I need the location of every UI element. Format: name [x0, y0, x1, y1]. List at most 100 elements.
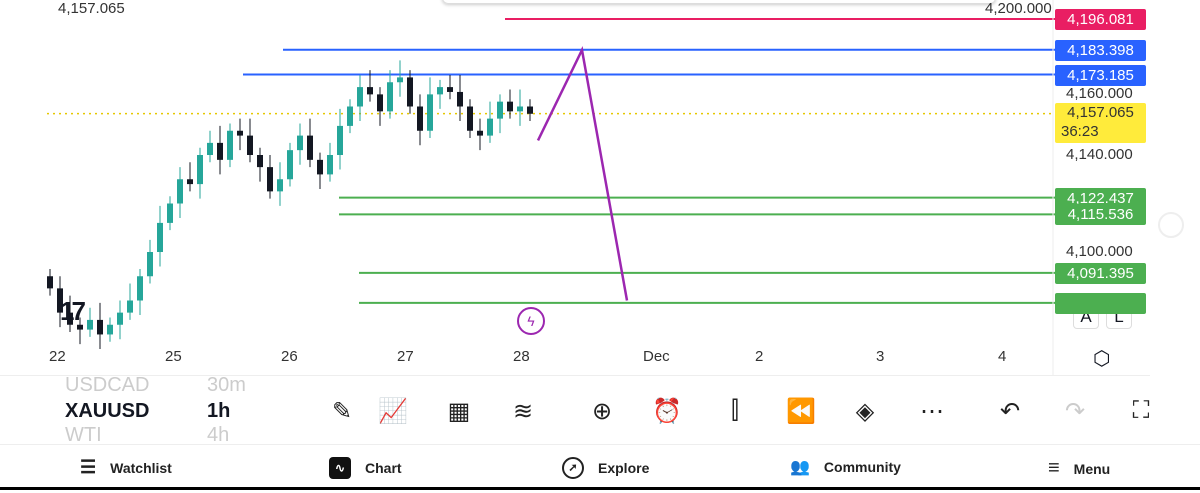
redo-button[interactable]: ↷ — [1064, 397, 1086, 425]
community-icon: 👥 — [790, 459, 810, 476]
settings-icon[interactable]: ⬡ — [1093, 348, 1111, 370]
candle-body — [247, 135, 253, 155]
price-tick: 4,160.000 — [1066, 85, 1133, 102]
tv-logo: 17 — [60, 296, 86, 326]
date-tick: 25 — [165, 348, 182, 365]
date-tick: 2 — [755, 348, 764, 365]
price-chart[interactable] — [0, 0, 1150, 375]
candle-body — [327, 155, 333, 175]
compare-button[interactable]: ≋ — [512, 397, 534, 425]
current-price-label: 4,157.065 36:23 — [1055, 102, 1146, 143]
candle-body — [97, 319, 103, 335]
date-tick: 4 — [998, 348, 1007, 365]
interval-next[interactable]: 4h — [207, 424, 230, 446]
candle-body — [277, 179, 283, 192]
candle-body — [227, 130, 233, 160]
event-icon[interactable]: ϟ — [517, 307, 545, 335]
level-price-label[interactable]: 4,196.081 — [1055, 9, 1146, 30]
candle-body — [497, 101, 503, 119]
candle-body — [287, 150, 293, 180]
add-button[interactable]: ⊕ — [591, 397, 613, 425]
undo-button[interactable]: ↶ — [999, 397, 1021, 425]
candle-body — [377, 94, 383, 112]
price-tick: 4,140.000 — [1066, 146, 1133, 163]
more-button[interactable]: ⋯ — [920, 397, 944, 425]
symbol-current[interactable]: XAUUSD — [65, 400, 150, 422]
candle-body — [87, 319, 93, 330]
projection-path — [536, 46, 629, 301]
candle-body — [177, 179, 183, 204]
candle-body — [127, 300, 133, 313]
candle-body — [157, 222, 163, 252]
nav-community[interactable]: 👥 Community — [790, 459, 901, 476]
nav-explore[interactable]: ➚ Explore — [562, 457, 649, 479]
level-price-label[interactable] — [1055, 292, 1146, 314]
menu-icon: ≡ — [1048, 457, 1060, 479]
layouts-button[interactable]: ▦ — [447, 397, 471, 425]
bar-style-button[interactable]: ⫿ — [731, 397, 739, 424]
chart-icon: ∿ — [329, 457, 351, 479]
indicators-button[interactable]: 📈 — [378, 397, 408, 425]
candle-body — [437, 87, 443, 95]
interval-prev[interactable]: 30m — [207, 374, 246, 396]
candle-body — [397, 77, 403, 83]
candle-body — [317, 159, 323, 175]
candle-body — [367, 87, 373, 95]
nav-chart[interactable]: ∿ Chart — [329, 457, 402, 479]
symbol-prev[interactable]: USDCAD — [65, 374, 150, 396]
date-tick: 26 — [281, 348, 298, 365]
candle-body — [57, 288, 63, 313]
candle-body — [407, 77, 413, 107]
candle-body — [237, 130, 243, 136]
candle-body — [347, 106, 353, 126]
draw-pencil-button[interactable]: ✎ — [331, 397, 353, 425]
dialog-edge — [442, 0, 996, 4]
candle-body — [467, 106, 473, 131]
candle-body — [487, 118, 493, 136]
symbol-next[interactable]: WTI — [65, 424, 102, 446]
level-price-label[interactable]: 4,115.536 — [1055, 204, 1146, 226]
candle-body — [107, 324, 113, 335]
level-price-label[interactable]: 4,183.398 — [1055, 39, 1146, 61]
nav-menu[interactable]: ≡ Menu — [1048, 457, 1111, 479]
candle-body — [297, 135, 303, 151]
side-scroll-icon[interactable] — [1158, 212, 1184, 238]
interval-current[interactable]: 1h — [207, 400, 231, 422]
candle-body — [307, 135, 313, 160]
candle-body — [417, 106, 423, 131]
candle-body — [167, 203, 173, 223]
top-cut-label: 4,157.065 — [58, 0, 125, 17]
date-tick: 27 — [397, 348, 414, 365]
candle-body — [117, 312, 123, 325]
level-price-label[interactable]: 4,091.395 — [1055, 262, 1146, 284]
current-price: 4,157.065 — [1067, 103, 1134, 121]
date-tick: Dec — [643, 348, 670, 365]
price-tick: 4,100.000 — [1066, 243, 1133, 260]
alert-button[interactable]: ⏰ — [652, 397, 682, 425]
candle-body — [137, 276, 143, 301]
candle-body — [267, 167, 273, 192]
layers-button[interactable]: ◈ — [855, 397, 875, 425]
bottom-nav: ☰ Watchlist ∿ Chart ➚ Explore 👥 Community ≡ M… — [0, 444, 1200, 490]
candle-body — [447, 87, 453, 92]
candle-body — [517, 106, 523, 112]
candle-body — [257, 155, 263, 168]
watchlist-icon: ☰ — [80, 457, 97, 477]
candle-body — [197, 155, 203, 185]
candle-body — [77, 324, 83, 330]
replay-button[interactable]: ⏪ — [786, 397, 816, 425]
candle-body — [207, 142, 213, 155]
nav-watchlist[interactable]: ☰ Watchlist — [80, 457, 172, 477]
candle-body — [67, 312, 73, 325]
candle-body — [217, 142, 223, 160]
bar-countdown: 36:23 — [1061, 122, 1099, 140]
candle-body — [337, 125, 343, 155]
candle-body — [507, 101, 513, 112]
level-price-label[interactable]: 4,122.437 — [1055, 187, 1146, 209]
candle-body — [357, 87, 363, 107]
candle-body — [477, 130, 483, 136]
candle-body — [527, 106, 533, 114]
fullscreen-button[interactable]: ⛶ — [1132, 397, 1150, 424]
level-price-label[interactable]: 4,173.185 — [1055, 64, 1146, 86]
candle-body — [427, 94, 433, 131]
